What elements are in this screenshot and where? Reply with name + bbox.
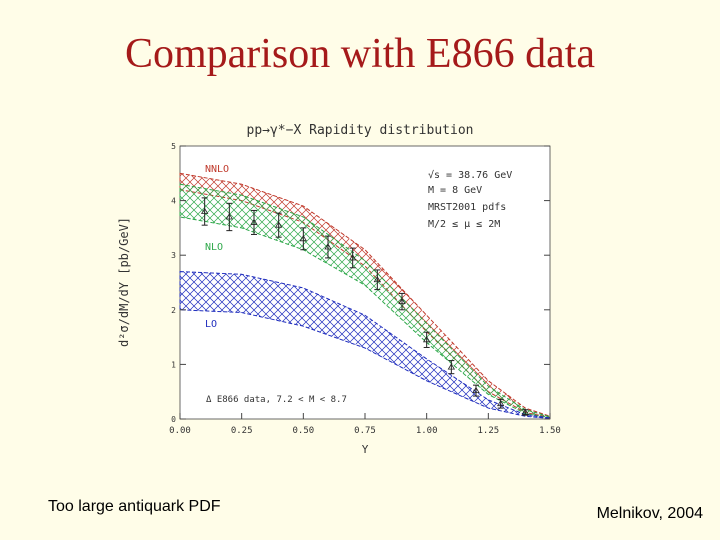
y-tick-label: 5 [171, 142, 176, 151]
y-tick-label: 2 [171, 306, 176, 315]
legend-data: Δ E866 data, 7.2 < M < 8.7 [206, 395, 347, 405]
y-tick-label: 4 [171, 197, 176, 206]
axes-layer: 0.00 0.25 0.50 0.75 1.00 1.25 1.50 0 1 2 3 4 5 [169, 142, 561, 436]
x-tick-label: 0.50 [292, 426, 314, 436]
annotation-scale: M/2 ≤ μ ≤ 2M [428, 219, 500, 230]
data-point [225, 202, 234, 232]
band-lo [179, 271, 551, 420]
rapidity-chart: 0.00 0.25 0.50 0.75 1.00 1.25 1.50 0 1 2 3 4 5 pp→γ*… [110, 118, 570, 460]
x-tick-label: 0.75 [354, 426, 376, 436]
data-point [200, 197, 209, 226]
caption-author: Melnikov, 2004 [596, 505, 703, 522]
y-axis-label: d²σ/dM/dY [pb/GeV] [117, 217, 131, 347]
data-point [250, 209, 258, 235]
data-point [348, 247, 357, 269]
x-tick-label: 1.50 [539, 426, 561, 436]
data-point [373, 269, 382, 291]
annotation-pdf: MRST2001 pdfs [428, 202, 506, 213]
caption-antiquark: Too large antiquark PDF [48, 498, 221, 515]
data-point [274, 212, 283, 238]
y-tick-label: 0 [171, 415, 176, 424]
data-point [472, 384, 480, 397]
annotation-sqrt-s: √s = 38.76 GeV [428, 169, 512, 181]
annotation-mass: M = 8 GeV [428, 185, 482, 196]
y-tick-label: 1 [171, 360, 176, 369]
legend-nlo: NLO [205, 242, 223, 253]
data-point [398, 292, 406, 311]
points-layer [200, 197, 530, 416]
y-tick-label: 3 [171, 251, 176, 260]
data-point [422, 331, 431, 348]
legend-lo: LO [205, 319, 217, 330]
chart-svg: 0.00 0.25 0.50 0.75 1.00 1.25 1.50 0 1 2 3 4 5 pp→γ*… [117, 123, 561, 456]
legend-nnlo: NNLO [205, 164, 229, 175]
x-axis-label: Y [362, 443, 369, 456]
x-tick-label: 1.00 [416, 426, 438, 436]
data-point [496, 398, 505, 409]
x-tick-label: 0.25 [231, 426, 253, 436]
data-point [324, 235, 332, 259]
slide-title: Comparison with E866 data [124, 31, 596, 77]
data-point [299, 227, 308, 251]
chart-title: pp→γ*−X Rapidity distribution [247, 123, 474, 138]
x-tick-label: 0.00 [169, 426, 191, 436]
data-point [521, 408, 530, 416]
data-point [447, 360, 456, 375]
x-tick-label: 1.25 [477, 426, 499, 436]
